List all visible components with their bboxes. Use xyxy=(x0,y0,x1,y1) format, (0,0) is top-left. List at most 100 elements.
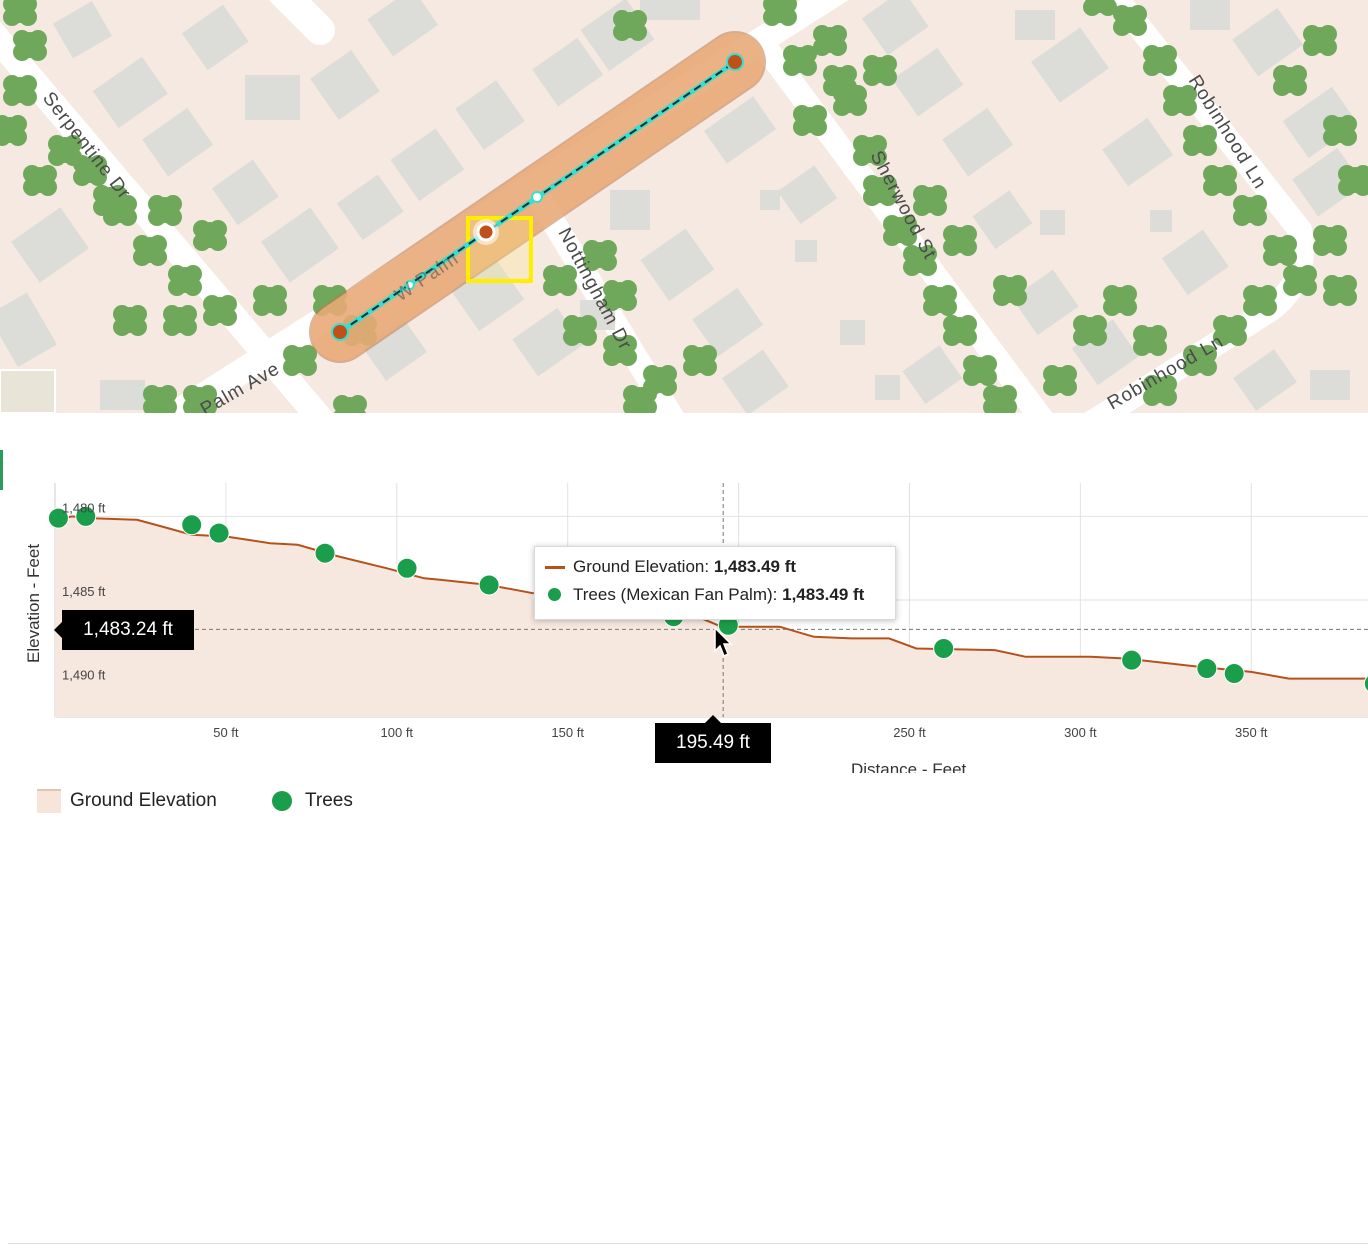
map-tree xyxy=(1323,275,1357,306)
map-tree xyxy=(333,395,367,413)
map-tree xyxy=(863,175,897,206)
y-tick-label: 1,480 ft xyxy=(62,500,106,515)
map-tree xyxy=(1323,115,1357,146)
map-tree xyxy=(923,285,957,316)
x-axis-title: Distance - Feet xyxy=(851,760,967,773)
tooltip-ground-value: 1,483.49 ft xyxy=(713,557,797,576)
map-tree xyxy=(1133,325,1167,356)
y-tick-label: 1,490 ft xyxy=(62,668,106,683)
x-tick-label: 100 ft xyxy=(381,725,414,740)
map-tree xyxy=(1273,65,1307,96)
tree-point xyxy=(1223,663,1245,685)
left-edge-accent xyxy=(0,450,3,490)
elevation-profile-panel: 1,490 ft 1,485 ft 1,480 ft 50 ft 100 ft 150 … xyxy=(0,413,1368,1244)
map-tree xyxy=(813,25,847,56)
tooltip-ground-label: Ground Elevation: xyxy=(573,557,710,576)
map-tree xyxy=(133,235,167,266)
map-tree xyxy=(603,335,637,366)
map-tree xyxy=(1043,365,1077,396)
map-tree xyxy=(183,385,217,413)
tree-point xyxy=(314,542,336,564)
tree-dot-legend-icon xyxy=(272,791,292,811)
map-tree xyxy=(903,245,937,276)
legend-item-ground[interactable]: Ground Elevation xyxy=(37,787,217,815)
crosshair xyxy=(55,483,1368,717)
map-tree xyxy=(1263,235,1297,266)
map-tree xyxy=(783,45,817,76)
profile-line[interactable] xyxy=(338,59,737,335)
map-tree xyxy=(683,345,717,376)
basemap-toggle-thumbnail[interactable] xyxy=(0,369,56,413)
map-tree xyxy=(48,135,82,166)
tooltip-trees-label: Trees (Mexican Fan Palm): xyxy=(573,585,778,604)
map-tree xyxy=(203,295,237,326)
tree-point xyxy=(1196,658,1218,680)
tree-point xyxy=(75,505,97,527)
tree-point xyxy=(933,637,955,659)
x-axis-ticks: 50 ft 100 ft 150 ft 250 ft 300 ft 350 ft xyxy=(213,725,1268,740)
legend-trees-label: Trees xyxy=(305,790,353,811)
hover-location-marker xyxy=(473,219,499,245)
map-tree xyxy=(1073,315,1107,346)
tooltip-ground-row: Ground Elevation: 1,483.49 ft xyxy=(545,556,796,578)
map-tree xyxy=(113,305,147,336)
map-tree xyxy=(143,385,177,413)
map-view[interactable]: Serpentine Dr Nottingham Dr Sherwood St … xyxy=(0,0,1368,413)
y-axis-title: Elevation - Feet xyxy=(24,544,43,663)
map-tree xyxy=(1183,345,1217,376)
y-axis-readout: 1,483.24 ft xyxy=(54,610,194,650)
profile-start-vertex[interactable] xyxy=(331,323,349,341)
map-tree xyxy=(1143,375,1177,406)
map-tree xyxy=(1283,265,1317,296)
selected-feature-highlight xyxy=(466,216,533,283)
map-tree xyxy=(763,0,797,26)
legend-ground-label: Ground Elevation xyxy=(70,790,217,811)
chart-tooltip: Ground Elevation: 1,483.49 ft Trees (Mex… xyxy=(534,546,896,620)
trees xyxy=(0,0,1368,413)
y-axis-ticks: 1,490 ft 1,485 ft 1,480 ft xyxy=(62,500,106,682)
map-canvas[interactable]: Serpentine Dr Nottingham Dr Sherwood St … xyxy=(0,0,1368,413)
y-tick-label: 1,485 ft xyxy=(62,584,106,599)
x-tick-label: 50 ft xyxy=(213,725,239,740)
ground-area-swatch-icon xyxy=(37,789,61,813)
map-tree xyxy=(793,105,827,136)
profile-end-vertex[interactable] xyxy=(726,53,744,71)
tree-point xyxy=(1363,675,1368,692)
map-tree xyxy=(93,185,127,216)
map-tree xyxy=(1183,125,1217,156)
map-tree xyxy=(1103,285,1137,316)
map-tree xyxy=(1083,0,1117,16)
map-tree xyxy=(943,315,977,346)
map-tree xyxy=(1143,45,1177,76)
tooltip-trees-value: 1,483.49 ft xyxy=(782,585,865,604)
tree-dot-swatch-icon xyxy=(548,588,561,602)
map-tree xyxy=(168,265,202,296)
map-tree xyxy=(23,165,57,196)
map-tree xyxy=(1303,25,1337,56)
x-tick-label: 250 ft xyxy=(893,725,926,740)
map-tree xyxy=(1113,5,1147,36)
map-tree xyxy=(603,280,637,311)
map-tree xyxy=(1233,195,1267,226)
ground-elevation-area xyxy=(55,516,1368,717)
map-tree xyxy=(963,355,997,386)
map-tree xyxy=(193,220,227,251)
map-tree xyxy=(163,305,197,336)
map-tree xyxy=(883,215,917,246)
tooltip-trees-row: Trees (Mexican Fan Palm): 1,483.49 ft xyxy=(545,584,864,606)
map-tree xyxy=(943,225,977,256)
tree-point xyxy=(1121,649,1143,671)
map-tree xyxy=(583,240,617,271)
map-tree xyxy=(13,30,47,61)
legend-item-trees[interactable]: Trees xyxy=(272,787,353,815)
map-tree xyxy=(913,185,947,216)
x-tick-label: 150 ft xyxy=(551,725,584,740)
x-tick-label: 300 ft xyxy=(1064,725,1097,740)
map-tree xyxy=(3,0,37,26)
map-tree xyxy=(148,195,182,226)
tree-point xyxy=(478,574,500,596)
map-tree xyxy=(993,275,1027,306)
map-tree xyxy=(833,85,867,116)
map-tree xyxy=(0,115,27,146)
map-tree xyxy=(613,10,647,41)
